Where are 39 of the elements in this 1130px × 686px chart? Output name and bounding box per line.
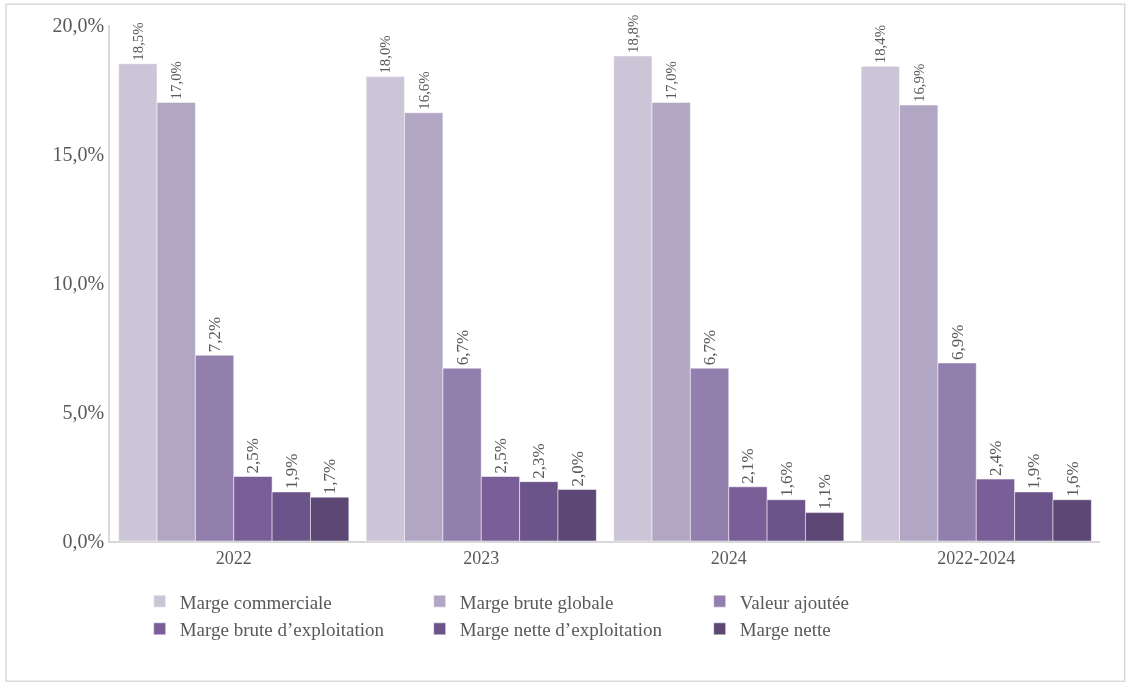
data-label: 16,9%: [910, 63, 927, 102]
data-label: 1,1%: [815, 474, 835, 510]
y-tick-label: 5,0%: [62, 401, 105, 423]
data-label: 6,9%: [947, 324, 967, 360]
legend-label: Marge nette d’exploitation: [459, 619, 663, 641]
data-label: 1,9%: [281, 453, 301, 489]
data-label: 2,1%: [738, 448, 758, 484]
y-tick-label: 15,0%: [52, 143, 105, 165]
legend-label: Marge brute d’exploitation: [179, 619, 385, 641]
data-label: 18,8%: [624, 14, 641, 53]
data-label: 16,6%: [415, 71, 432, 110]
data-label: 6,7%: [452, 329, 472, 366]
data-label: 6,7%: [700, 329, 720, 366]
legend-label: Valeur ajoutée: [739, 591, 849, 613]
data-label: 2,5%: [243, 438, 263, 474]
data-label: 18,4%: [872, 24, 889, 64]
data-label: 17,0%: [663, 61, 680, 100]
y-tick-label: 0,0%: [62, 530, 105, 552]
y-tick-label: 10,0%: [52, 272, 105, 294]
data-label: 2,4%: [985, 440, 1005, 477]
data-label: 2,0%: [567, 450, 587, 487]
legend-label: Marge commerciale: [179, 591, 332, 613]
legend-label: Marge nette: [739, 619, 831, 641]
x-tick-label: 2022: [215, 548, 252, 569]
data-label: 7,2%: [205, 316, 225, 353]
legend-label: Marge brute globale: [459, 591, 614, 613]
data-label: 1,6%: [1062, 461, 1082, 497]
x-tick-label: 2024: [710, 548, 747, 569]
data-label: 17,0%: [168, 61, 185, 100]
x-tick-label: 2022-2024: [937, 548, 1016, 569]
data-label: 1,7%: [320, 458, 340, 495]
data-label: 1,6%: [776, 461, 796, 497]
data-label: 2,5%: [490, 438, 510, 474]
data-label: 1,9%: [1024, 453, 1044, 489]
y-tick-label: 20,0%: [52, 14, 105, 36]
data-label: 18,0%: [377, 35, 394, 74]
x-tick-label: 2023: [463, 548, 500, 569]
data-label: 2,3%: [529, 443, 549, 479]
data-label: 18,5%: [129, 22, 146, 61]
